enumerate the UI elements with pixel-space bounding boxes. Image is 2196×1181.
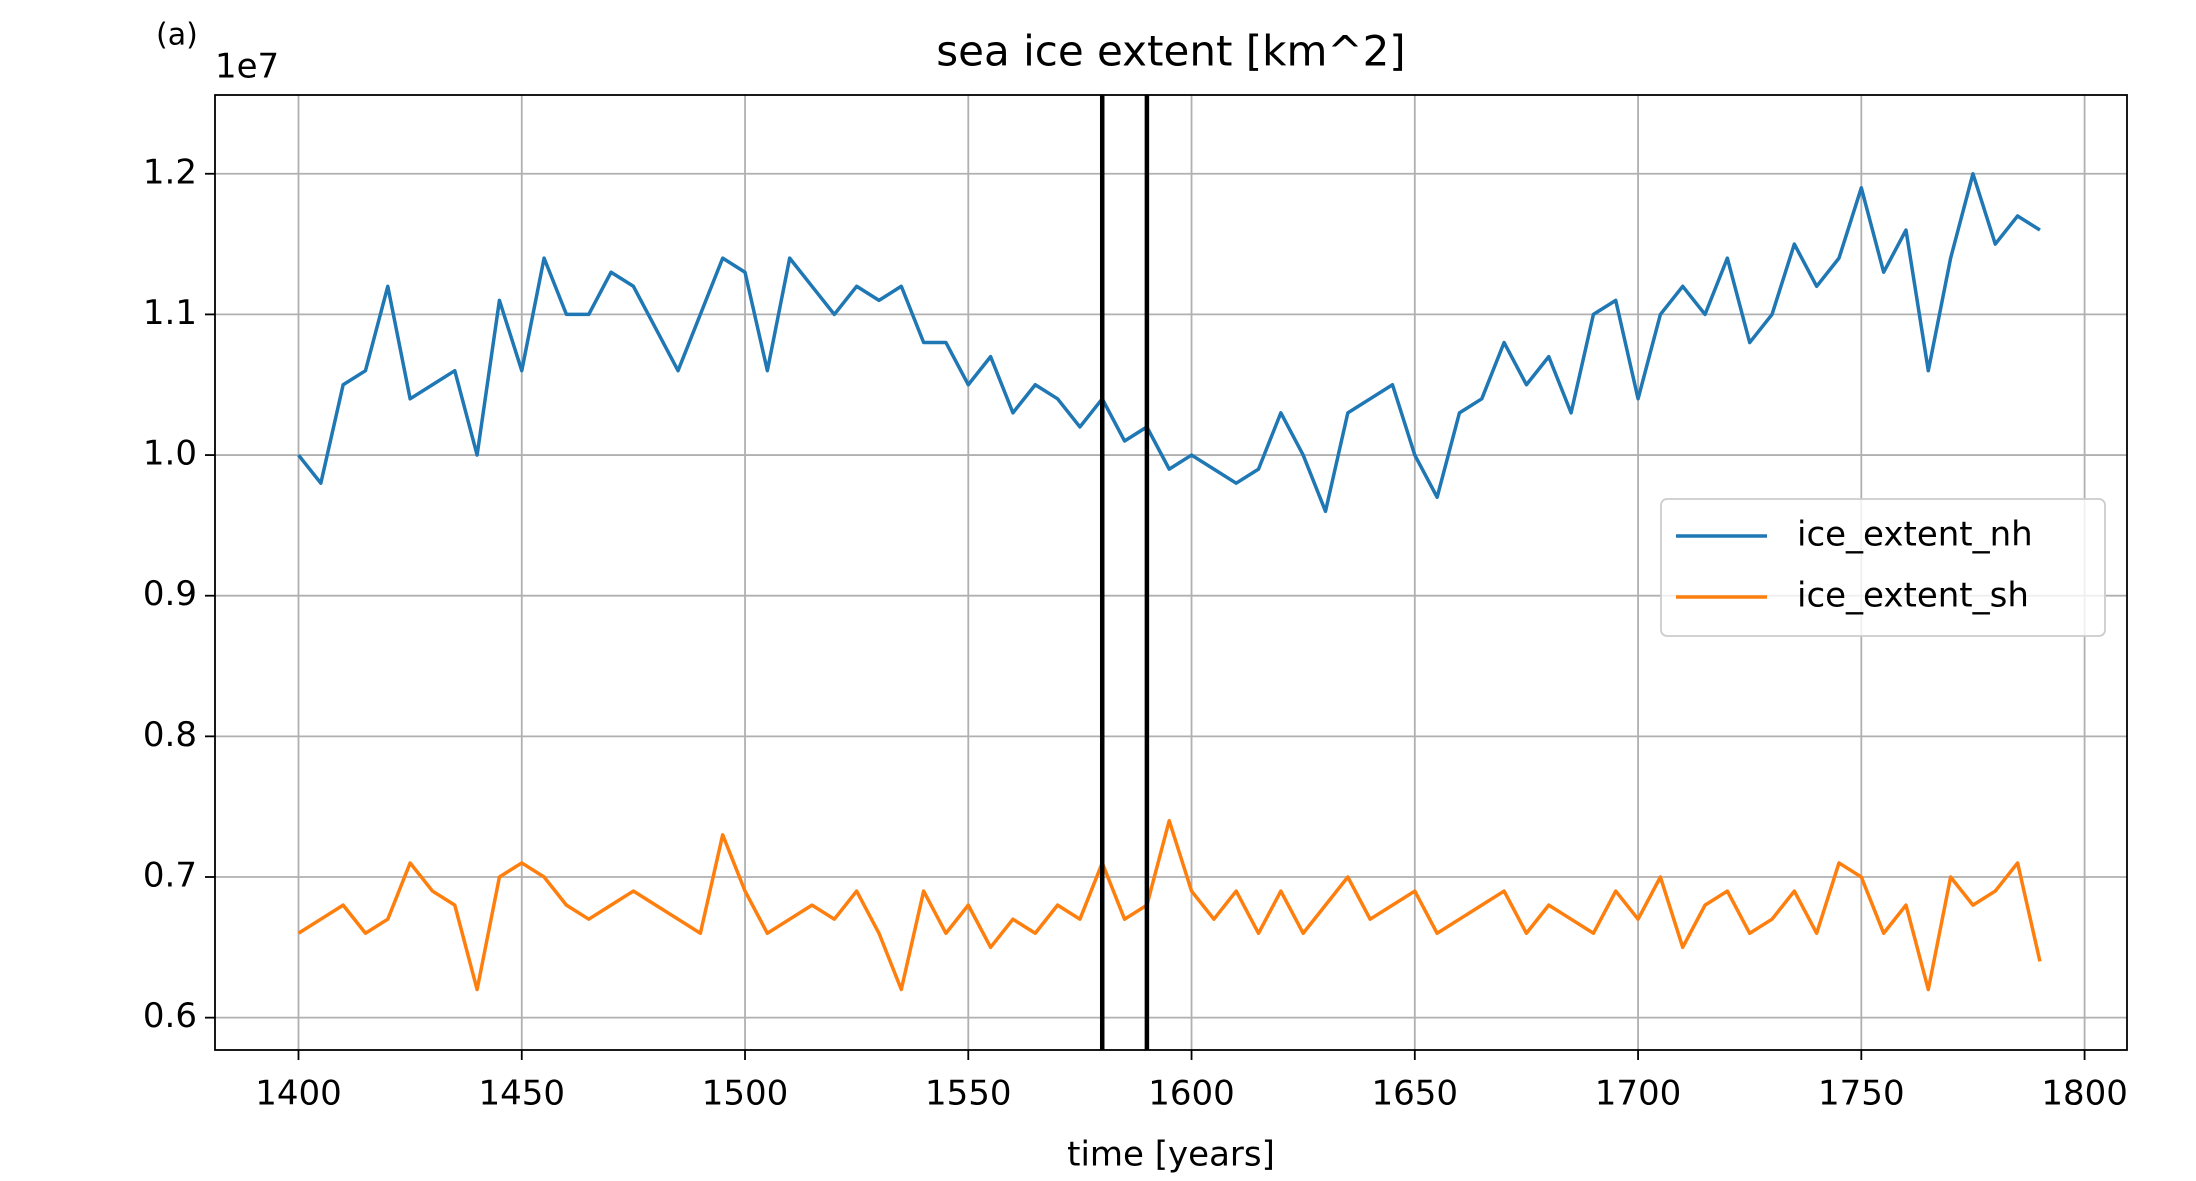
y-tick-label: 1.1	[143, 293, 197, 333]
y-tick-label: 0.7	[143, 856, 197, 896]
x-tick-label: 1400	[255, 1074, 342, 1114]
x-tick-label: 1450	[478, 1074, 565, 1114]
chart-title: sea ice extent [km^2]	[936, 27, 1405, 76]
legend-box	[1660, 498, 2106, 637]
x-tick-label: 1750	[1818, 1074, 1905, 1114]
x-tick-label: 1800	[2041, 1074, 2128, 1114]
data-line	[297, 818, 2042, 992]
y-tick-label: 0.9	[143, 574, 197, 614]
x-tick-label: 1600	[1148, 1074, 1235, 1114]
legend: ice_extent_nh ice_extent_sh	[1660, 498, 2106, 637]
x-axis-label: time [years]	[1067, 1135, 1275, 1175]
x-tick-label: 1550	[925, 1074, 1012, 1114]
x-tick-label: 1500	[702, 1074, 789, 1114]
y-tick-label: 0.6	[143, 996, 197, 1036]
x-tick-label: 1650	[1372, 1074, 1459, 1114]
x-tick-label: 1700	[1595, 1074, 1682, 1114]
y-tick-label: 0.8	[143, 715, 197, 755]
legend-label: ice_extent_nh	[1797, 515, 2033, 555]
plot-frame	[214, 94, 2128, 1051]
y-tick-label: 1.2	[143, 152, 197, 192]
y-offset-label: 1e7	[215, 47, 279, 87]
y-tick-label: 1.0	[143, 434, 197, 474]
data-line	[297, 172, 2041, 514]
panel-label: (a)	[156, 18, 198, 53]
legend-label: ice_extent_sh	[1797, 576, 2029, 616]
